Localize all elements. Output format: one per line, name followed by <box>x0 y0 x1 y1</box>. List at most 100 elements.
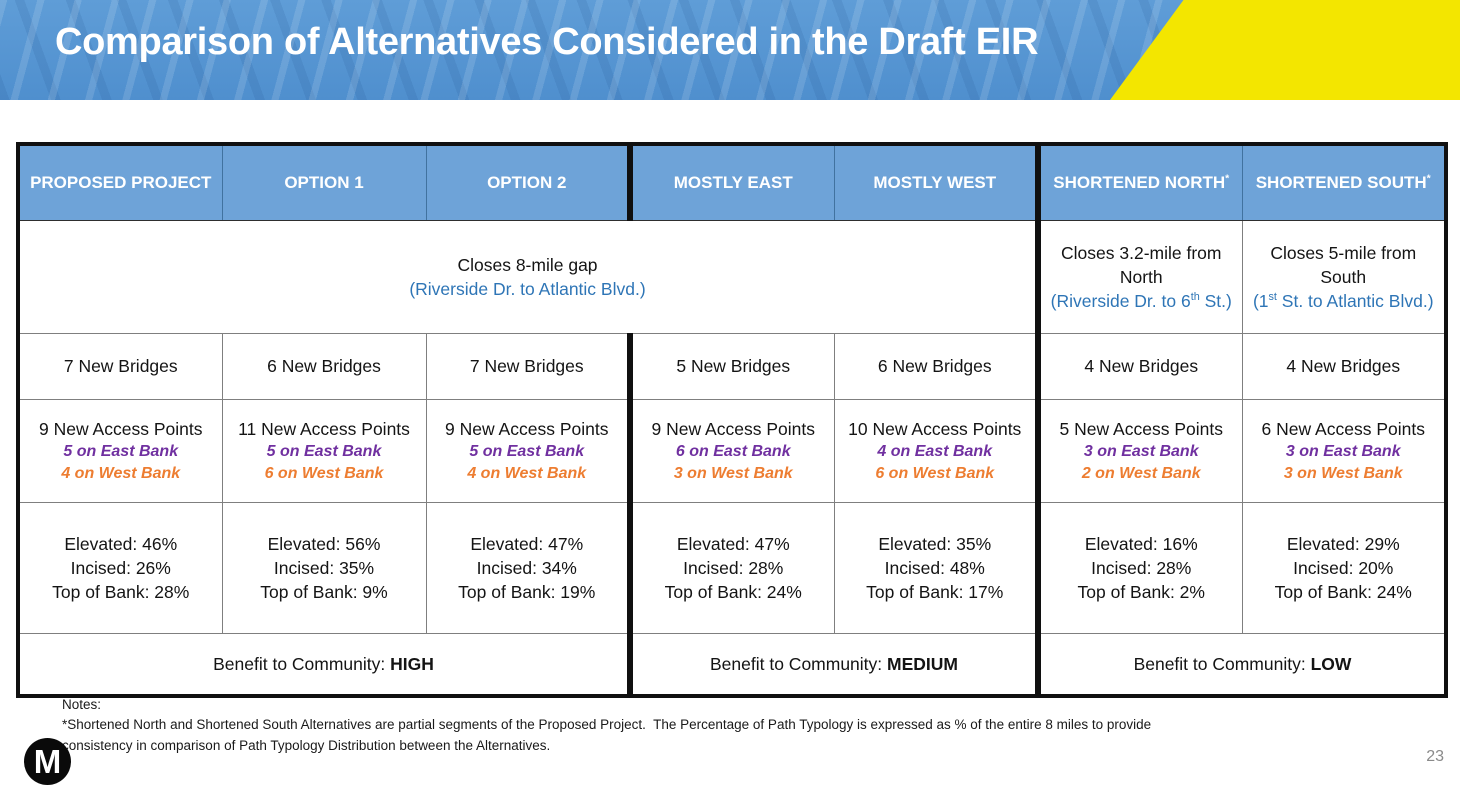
path-typology-row: Elevated: 46% Incised: 26% Top of Bank: … <box>17 502 1447 634</box>
notes-line-1: *Shortened North and Shortened South Alt… <box>62 717 1152 733</box>
gap-extent-part: (1 <box>1252 291 1269 312</box>
typology-cell: Elevated: 56% Incised: 35% Top of Bank: … <box>221 502 427 634</box>
typology-cell: Elevated: 29% Incised: 20% Top of Bank: … <box>1241 502 1447 634</box>
access-east-bank: 6 on East Bank <box>675 442 791 460</box>
page-number: 23 <box>1426 748 1444 765</box>
benefit-level: HIGH <box>390 653 434 674</box>
access-points-row: 9 New Access Points 5 on East Bank 4 on … <box>17 399 1447 503</box>
typology-top-of-bank: Top of Bank: 19% <box>458 582 596 603</box>
typology-elevated: Elevated: 56% <box>267 533 381 554</box>
slide-title: Comparison of Alternatives Considered in… <box>55 21 1039 63</box>
bridges-cell: 4 New Bridges <box>1035 333 1243 400</box>
access-cell: 9 New Access Points 5 on East Bank 4 on … <box>425 399 631 503</box>
access-cell: 11 New Access Points 5 on East Bank 6 on… <box>221 399 427 503</box>
benefit-label: Benefit to Community: <box>710 653 888 674</box>
access-east-bank: 5 on East Bank <box>63 442 179 460</box>
access-cell: 9 New Access Points 6 on East Bank 3 on … <box>627 399 835 503</box>
metro-logo: M <box>24 738 71 785</box>
typology-elevated: Elevated: 29% <box>1286 533 1400 554</box>
notes-block: Notes: *Shortened North and Shortened So… <box>62 695 1322 756</box>
column-header-label: OPTION 2 <box>487 172 567 192</box>
access-total: 5 New Access Points <box>1059 418 1223 439</box>
typology-elevated: Elevated: 16% <box>1084 533 1198 554</box>
access-cell: 10 New Access Points 4 on East Bank 6 on… <box>833 399 1039 503</box>
bridges-cell: 7 New Bridges <box>425 333 631 400</box>
typology-top-of-bank: Top of Bank: 24% <box>1274 582 1412 603</box>
column-header-label: MOSTLY WEST <box>873 172 997 192</box>
typology-elevated: Elevated: 46% <box>64 533 178 554</box>
column-header-label: MOSTLY EAST <box>673 172 793 192</box>
gap-extent-text: (1st St. to Atlantic Blvd.) <box>1249 289 1439 313</box>
typology-cell: Elevated: 46% Incised: 26% Top of Bank: … <box>17 502 223 634</box>
gap-cell-main: Closes 8-mile gap (Riverside Dr. to Atla… <box>17 220 1039 334</box>
benefit-cell-medium: Benefit to Community: MEDIUM <box>627 633 1039 697</box>
gap-extent-part: St.) <box>1199 291 1232 312</box>
access-west-bank: 3 on West Bank <box>673 465 793 483</box>
typology-top-of-bank: Top of Bank: 28% <box>52 582 190 603</box>
typology-incised: Incised: 34% <box>476 557 577 578</box>
access-cell: 9 New Access Points 5 on East Bank 4 on … <box>17 399 223 503</box>
typology-incised: Incised: 48% <box>884 557 985 578</box>
gap-cell-shortened-south: Closes 5-mile from South (1st St. to Atl… <box>1241 220 1447 334</box>
access-east-bank: 5 on East Bank <box>469 442 585 460</box>
alternatives-comparison-table: PROPOSED PROJECT OPTION 1 OPTION 2 MOSTL… <box>16 142 1448 698</box>
gap-closure-row: Closes 8-mile gap (Riverside Dr. to Atla… <box>17 220 1447 334</box>
access-east-bank: 5 on East Bank <box>266 442 382 460</box>
access-cell: 6 New Access Points 3 on East Bank 3 on … <box>1241 399 1447 503</box>
typology-top-of-bank: Top of Bank: 2% <box>1077 582 1205 603</box>
access-total: 9 New Access Points <box>39 418 203 439</box>
typology-cell: Elevated: 47% Incised: 34% Top of Bank: … <box>425 502 631 634</box>
ordinal-suffix: st <box>1268 291 1277 304</box>
access-total: 6 New Access Points <box>1261 418 1425 439</box>
typology-top-of-bank: Top of Bank: 24% <box>664 582 802 603</box>
notes-line-2: consistency in comparison of Path Typolo… <box>62 737 551 753</box>
bridges-cell: 7 New Bridges <box>17 333 223 400</box>
typology-incised: Incised: 26% <box>70 557 171 578</box>
ordinal-suffix: th <box>1190 291 1200 304</box>
access-west-bank: 6 on West Bank <box>264 465 384 483</box>
gap-text: Closes 5-mile from South <box>1270 242 1417 287</box>
gap-extent-part: (Riverside Dr. to 6 <box>1050 291 1191 312</box>
column-header-label: SHORTENED SOUTH <box>1255 172 1427 192</box>
column-header-shortened-north: SHORTENED NORTH* <box>1035 143 1243 221</box>
bridges-cell: 6 New Bridges <box>833 333 1039 400</box>
typology-elevated: Elevated: 47% <box>676 533 790 554</box>
typology-incised: Incised: 28% <box>1091 557 1192 578</box>
typology-top-of-bank: Top of Bank: 9% <box>260 582 388 603</box>
notes-heading: Notes: <box>62 697 102 712</box>
new-bridges-row: 7 New Bridges 6 New Bridges 7 New Bridge… <box>17 333 1447 400</box>
banner-yellow-wedge <box>1110 0 1460 100</box>
access-west-bank: 2 on West Bank <box>1081 465 1201 483</box>
typology-cell: Elevated: 47% Incised: 28% Top of Bank: … <box>627 502 835 634</box>
access-east-bank: 3 on East Bank <box>1285 442 1401 460</box>
title-banner <box>0 0 1460 100</box>
column-header-mostly-east: MOSTLY EAST <box>627 143 835 221</box>
access-west-bank: 4 on West Bank <box>467 465 587 483</box>
column-header-mostly-west: MOSTLY WEST <box>833 143 1039 221</box>
gap-extent-text: (Riverside Dr. to 6th St.) <box>1047 289 1236 313</box>
access-total: 10 New Access Points <box>848 418 1022 439</box>
gap-text: Closes 3.2-mile from North <box>1061 242 1222 287</box>
access-west-bank: 3 on West Bank <box>1283 465 1403 483</box>
access-total: 9 New Access Points <box>445 418 609 439</box>
gap-extent-text: (Riverside Dr. to Atlantic Blvd.) <box>409 279 646 299</box>
column-header-label: PROPOSED PROJECT <box>30 172 212 192</box>
typology-cell: Elevated: 35% Incised: 48% Top of Bank: … <box>833 502 1039 634</box>
access-east-bank: 4 on East Bank <box>877 442 993 460</box>
benefit-cell-low: Benefit to Community: LOW <box>1035 633 1447 697</box>
bridges-cell: 4 New Bridges <box>1241 333 1447 400</box>
gap-text: Closes 8-mile gap <box>457 254 598 275</box>
bridges-cell: 6 New Bridges <box>221 333 427 400</box>
column-header-proposed-project: PROPOSED PROJECT <box>17 143 223 221</box>
benefit-cell-high: Benefit to Community: HIGH <box>17 633 631 697</box>
metro-m-letter: M <box>33 742 62 780</box>
benefit-level: LOW <box>1310 653 1352 674</box>
column-header-label: SHORTENED NORTH <box>1053 172 1226 192</box>
typology-incised: Incised: 35% <box>273 557 375 578</box>
access-west-bank: 6 on West Bank <box>875 465 995 483</box>
typology-top-of-bank: Top of Bank: 17% <box>866 582 1004 603</box>
benefit-level: MEDIUM <box>887 653 958 674</box>
typology-incised: Incised: 28% <box>683 557 784 578</box>
header-asterisk: * <box>1225 172 1230 185</box>
typology-incised: Incised: 20% <box>1293 557 1394 578</box>
